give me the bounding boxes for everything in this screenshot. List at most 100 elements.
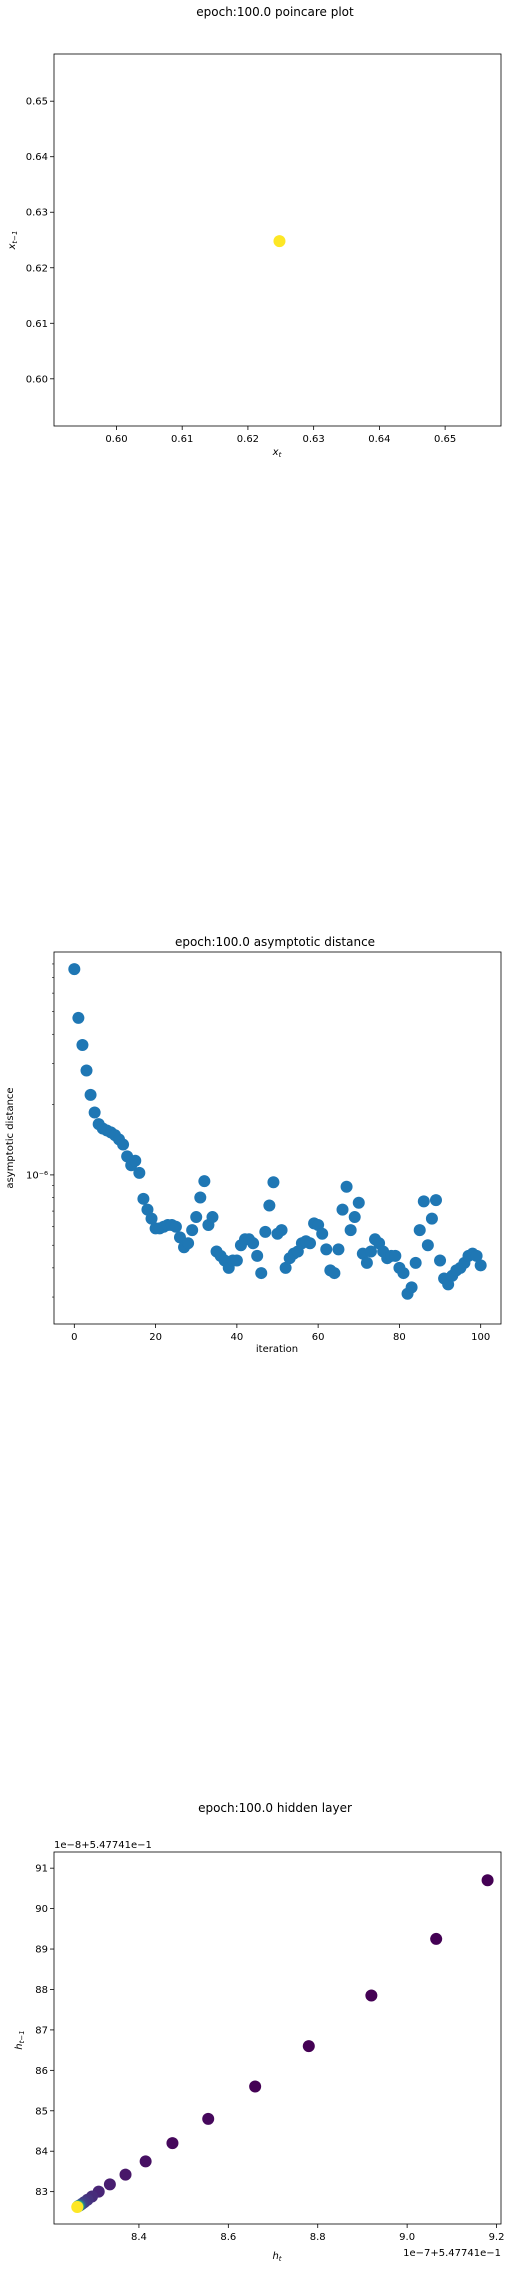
data-point xyxy=(249,2080,262,2093)
asymptotic-y-ticks: 10⁻⁶ xyxy=(26,963,54,1298)
poincare-y-axis-label: xt−1 xyxy=(7,231,19,251)
data-point xyxy=(417,1195,430,1208)
poincare-chart: epoch:100.0 poincare plot 0.60 0.61 0.62 0.… xyxy=(7,5,502,459)
data-point xyxy=(247,1237,260,1250)
data-point xyxy=(348,1211,361,1224)
y-tick-label: 0.60 xyxy=(26,374,48,385)
data-point xyxy=(316,1227,329,1240)
data-point xyxy=(364,1245,377,1258)
y-tick-label: 0.64 xyxy=(26,152,48,163)
data-point xyxy=(425,1212,438,1225)
data-point xyxy=(68,963,81,976)
data-point xyxy=(413,1224,426,1237)
data-point xyxy=(360,1256,373,1269)
data-point xyxy=(344,1224,357,1237)
x-tick-label: 40 xyxy=(230,1332,243,1343)
x-tick-label: 8.6 xyxy=(220,2232,236,2243)
asymptotic-x-ticks: 0 20 40 60 80 100 xyxy=(71,1324,490,1343)
data-point xyxy=(76,1038,89,1051)
data-point xyxy=(84,1088,97,1101)
data-point xyxy=(481,1874,494,1887)
y-tick-label: 10⁻⁶ xyxy=(26,1170,48,1181)
y-tick-label: 87 xyxy=(35,2025,48,2036)
poincare-y-ticks: 0.60 0.61 0.62 0.63 0.64 0.65 xyxy=(26,97,54,385)
y-tick-label: 83 xyxy=(35,2187,48,2198)
data-point xyxy=(328,1267,341,1280)
data-point xyxy=(117,1138,130,1151)
data-point xyxy=(206,1211,219,1224)
x-tick-label: 20 xyxy=(149,1332,162,1343)
data-point xyxy=(198,1175,211,1188)
data-point xyxy=(169,1220,182,1233)
data-point xyxy=(273,235,286,248)
data-point xyxy=(71,2201,84,2214)
y-tick-label: 85 xyxy=(35,2106,48,2117)
x-tick-label: 80 xyxy=(393,1332,406,1343)
data-point xyxy=(332,1243,345,1256)
x-tick-label: 0.65 xyxy=(434,434,456,445)
data-point xyxy=(304,1237,317,1250)
y-tick-label: 84 xyxy=(35,2147,48,2158)
y-tick-label: 0.63 xyxy=(26,208,48,219)
hidden-layer-x-axis-label: ht xyxy=(272,2251,281,2263)
data-point xyxy=(429,1194,442,1207)
data-point xyxy=(230,1254,243,1267)
y-tick-label: 0.61 xyxy=(26,319,48,330)
data-point xyxy=(405,1281,418,1294)
data-point xyxy=(141,1203,154,1216)
data-point xyxy=(166,2137,179,2150)
asymptotic-y-axis-label: asymptotic distance xyxy=(5,1087,16,1188)
x-tick-label: 0.62 xyxy=(237,434,259,445)
hidden-layer-points xyxy=(71,1874,494,2214)
hidden-layer-chart: epoch:100.0 hidden layer 1e−8+5.47741e−1… xyxy=(14,1801,504,2263)
data-point xyxy=(302,2040,315,2053)
data-point xyxy=(336,1203,349,1216)
data-point xyxy=(80,1064,93,1077)
x-tick-label: 9.0 xyxy=(399,2232,415,2243)
x-tick-label: 0 xyxy=(71,1332,77,1343)
data-point xyxy=(119,2168,132,2181)
hidden-layer-plot-area xyxy=(53,1851,502,2225)
x-tick-label: 0.61 xyxy=(171,434,193,445)
data-point xyxy=(263,1199,276,1212)
data-point xyxy=(186,1224,199,1237)
data-point xyxy=(421,1239,434,1252)
data-point xyxy=(434,1254,447,1267)
data-point xyxy=(145,1212,158,1225)
poincare-x-ticks: 0.60 0.61 0.62 0.63 0.64 0.65 xyxy=(105,426,456,445)
data-point xyxy=(320,1243,333,1256)
y-tick-label: 88 xyxy=(35,1985,48,1996)
asymptotic-title: epoch:100.0 asymptotic distance xyxy=(175,935,375,949)
y-tick-label: 0.65 xyxy=(26,97,48,108)
y-tick-label: 86 xyxy=(35,2066,48,2077)
asymptotic-x-axis-label: iteration xyxy=(256,1344,298,1355)
data-point xyxy=(267,1176,280,1189)
data-point xyxy=(251,1249,264,1262)
data-point xyxy=(340,1180,353,1193)
hidden-layer-y-axis-label: ht−1 xyxy=(14,2030,26,2049)
y-tick-label: 89 xyxy=(35,1945,48,1956)
data-point xyxy=(139,2155,152,2168)
data-point xyxy=(72,1011,85,1024)
data-point xyxy=(409,1256,422,1269)
data-point xyxy=(137,1192,150,1205)
data-point xyxy=(103,2178,116,2191)
x-tick-label: 0.63 xyxy=(303,434,325,445)
y-tick-label: 0.62 xyxy=(26,263,48,274)
x-tick-label: 60 xyxy=(312,1332,325,1343)
x-tick-label: 8.8 xyxy=(310,2232,326,2243)
data-point xyxy=(259,1225,272,1238)
x-tick-label: 8.4 xyxy=(131,2232,147,2243)
data-point xyxy=(202,2112,215,2125)
y-tick-label: 90 xyxy=(35,1904,48,1915)
hidden-layer-y-ticks: 83 84 85 86 87 88 89 90 91 xyxy=(35,1864,54,2198)
data-point xyxy=(88,1106,101,1119)
x-tick-label: 100 xyxy=(471,1332,490,1343)
data-point xyxy=(365,1989,378,2002)
data-point xyxy=(474,1259,487,1272)
data-point xyxy=(255,1267,268,1280)
y-tick-label: 91 xyxy=(35,1864,48,1875)
data-point xyxy=(133,1166,146,1179)
data-point xyxy=(397,1267,410,1280)
